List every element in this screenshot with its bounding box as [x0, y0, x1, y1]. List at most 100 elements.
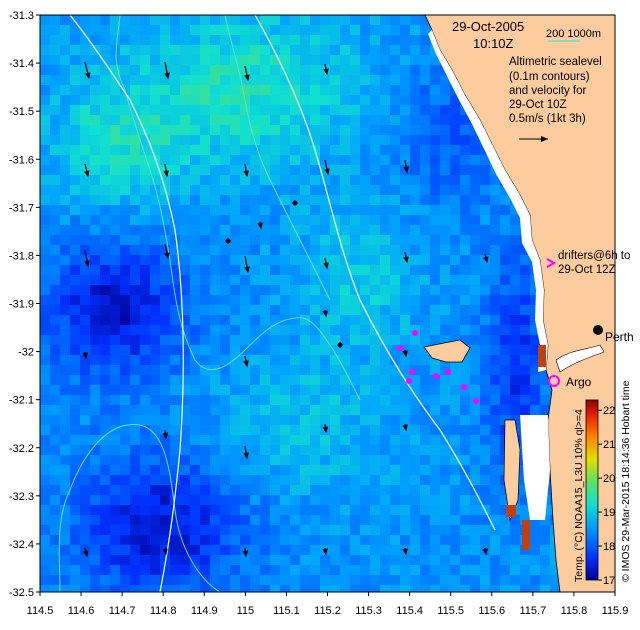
lon-tick-label: 114.7 [109, 605, 136, 617]
velocity-arrow [84, 249, 90, 268]
lat-tick-label: -32 [18, 347, 34, 359]
perth-label: Perth [605, 330, 634, 344]
annotation-line-3: and velocity for [509, 85, 587, 97]
velocity-arrow [242, 547, 249, 558]
colorbar-tick-label: 17 [603, 575, 615, 587]
drifter-marker [445, 369, 451, 375]
lat-tick-label: -32.1 [9, 395, 34, 407]
velocity-arrow [323, 63, 329, 76]
velocity-arrow [164, 61, 170, 80]
colorbar-tick-label: 20 [603, 473, 615, 485]
lat-tick-label: -32.4 [9, 539, 34, 551]
lat-tick-label: -32.2 [9, 443, 34, 455]
lat-tick-label: -31.3 [9, 10, 34, 22]
annotation-line-4: 29-Oct 10Z [509, 99, 567, 111]
drifter-marker [473, 398, 479, 404]
velocity-arrows [82, 61, 489, 558]
bathy-legend-label: 200 1000m [546, 28, 601, 40]
velocity-arrow [84, 61, 91, 80]
velocity-arrow [243, 445, 249, 460]
colorbar-tick-label: 18 [603, 541, 615, 553]
lon-tick-label: 115.1 [273, 605, 300, 617]
velocity-arrow [84, 163, 90, 178]
drifter-legend-marker [546, 258, 557, 268]
perth-marker [593, 325, 603, 335]
lat-tick-label: -32.5 [9, 587, 34, 599]
velocity-arrow [402, 349, 408, 358]
velocity-arrow [402, 547, 408, 556]
coastline-land [423, 15, 615, 592]
velocity-arrow [82, 351, 88, 360]
velocity-arrow [244, 255, 250, 274]
velocity-arrow [162, 547, 168, 556]
lon-tick-label: 115.8 [561, 605, 588, 617]
argo-label: Argo [566, 375, 592, 389]
velocity-arrow [162, 429, 169, 440]
annotation-block: Altimetric sealevel (0.1m contours) and … [509, 56, 602, 125]
sealevel-contours [69, 15, 496, 592]
velocity-arrow [403, 251, 409, 264]
velocity-arrow [322, 423, 329, 434]
velocity-arrow [323, 257, 329, 270]
lon-tick-label: 115.2 [314, 605, 341, 617]
lon-tick-label: 115.9 [602, 605, 629, 617]
latitude-axis: -31.3 -31.4 -31.5 -31.6 -31.7 -31.8 -31.9 -32 -3… [9, 10, 40, 599]
velocity-arrow [257, 221, 263, 230]
velocity-dot [225, 238, 231, 244]
colorbar-label: Temp. (°C) NOAA15_L3U 10% ql>=4 [573, 409, 585, 582]
colorbar [585, 399, 599, 581]
lon-tick-label: 115.4 [396, 605, 423, 617]
drifters-label-1: drifters@6h to [558, 250, 630, 262]
lat-tick-label: -31.6 [9, 154, 34, 166]
drifter-marker [406, 378, 412, 384]
annotation-line-1: Altimetric sealevel [509, 56, 602, 68]
lon-tick-label: 114.6 [68, 605, 95, 617]
colorbar-tick-label: 22 [603, 405, 615, 417]
lon-tick-label: 115.5 [437, 605, 464, 617]
colorbar-tick-label: 21 [603, 439, 615, 451]
velocity-arrow [482, 547, 488, 556]
drifters-label-2: 29-Oct 12Z [558, 264, 616, 276]
velocity-arrow [403, 159, 409, 174]
date-label: 29-Oct-2005 [452, 19, 524, 34]
colorbar-ticks: 22 21 20 19 18 17 [598, 405, 615, 587]
drifter-marker [412, 330, 418, 336]
credit-label: © IMOS 29-Mar-2015 18:14:36 Hobart time [620, 380, 632, 582]
annotation-line-2: (0.1m contours) [509, 71, 590, 83]
velocity-arrow [322, 309, 328, 318]
lon-tick-label: 115.3 [355, 605, 382, 617]
lon-tick-label: 114.5 [27, 605, 54, 617]
annotation-line-5: 0.5m/s (1kt 3h) [509, 113, 586, 125]
velocity-arrow [243, 163, 249, 178]
velocity-dot [337, 342, 343, 348]
velocity-arrow [483, 253, 489, 264]
lat-tick-label: -31.5 [9, 106, 34, 118]
velocity-arrow [83, 547, 89, 558]
time-label: 10:10Z [473, 36, 514, 51]
lat-tick-label: -31.9 [9, 299, 34, 311]
drifter-marker [433, 373, 439, 379]
drifter-marker [409, 369, 415, 375]
drifter-marker [461, 384, 467, 390]
lon-tick-label: 115.7 [519, 605, 546, 617]
lat-tick-label: -32.3 [9, 491, 34, 503]
lat-tick-label: -31.4 [9, 58, 34, 70]
velocity-dot [292, 200, 298, 206]
colorbar-tick-label: 19 [603, 507, 615, 519]
drifter-markers [397, 330, 479, 404]
velocity-arrow [322, 547, 328, 556]
velocity-arrow [163, 163, 169, 178]
lon-tick-label: 114.8 [150, 605, 177, 617]
lat-tick-label: -31.8 [9, 250, 34, 262]
velocity-arrow [164, 243, 170, 260]
longitude-axis: 114.5 114.6 114.7 114.8 114.9 115 115.1 115.2 11… [27, 592, 629, 617]
velocity-arrow [243, 355, 249, 368]
lat-tick-label: -31.7 [9, 202, 34, 214]
velocity-arrow [324, 159, 330, 176]
velocity-arrow [402, 423, 408, 432]
scale-arrow [519, 136, 548, 142]
lon-tick-label: 115.6 [478, 605, 505, 617]
lon-tick-label: 114.9 [191, 605, 218, 617]
bathy-contours [58, 15, 361, 592]
